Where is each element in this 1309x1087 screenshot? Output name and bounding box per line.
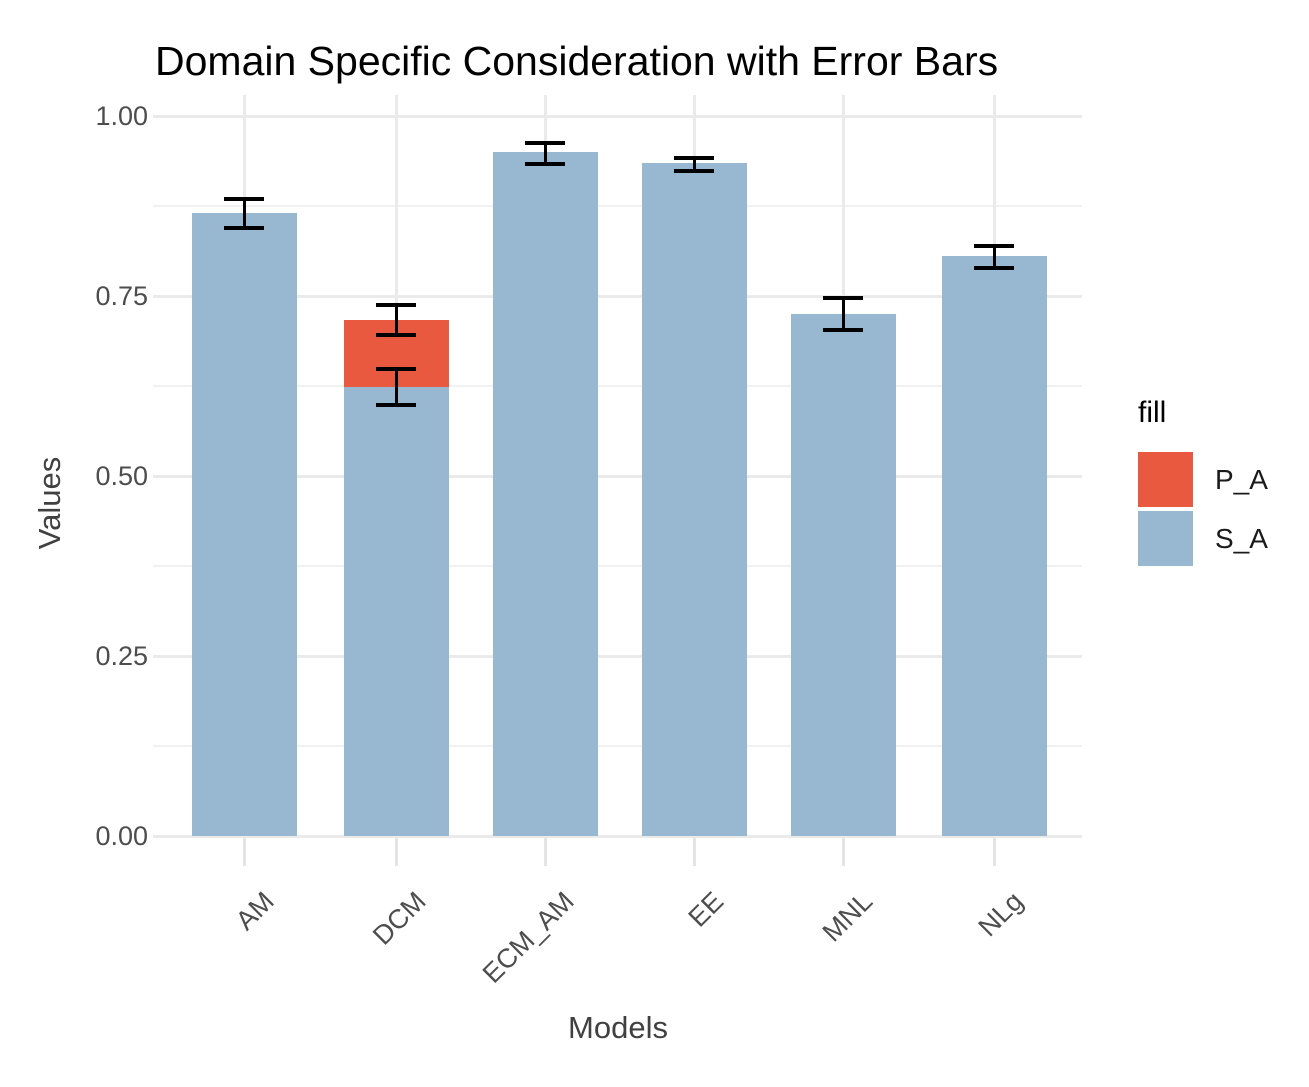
error-bar-ECM_AM <box>543 143 547 164</box>
legend-title: fill <box>1138 396 1167 429</box>
bar-ECM_AM-S_A <box>492 152 598 836</box>
chart-title: Domain Specific Consideration with Error… <box>155 38 999 84</box>
error-bar-cap-ECM_AM <box>525 161 565 166</box>
legend-key-P_A <box>1138 452 1193 507</box>
error-bar-MNL <box>841 298 845 330</box>
y-tick-label: 0.50 <box>95 461 148 491</box>
major-gridline <box>153 654 1082 658</box>
major-gridline <box>153 834 1082 838</box>
error-bar-NLg <box>992 246 996 268</box>
y-tick-label: 1.00 <box>95 101 148 131</box>
error-bar-cap-NLg <box>974 244 1014 249</box>
x-tick-label-AM: AM <box>229 886 280 936</box>
minor-gridline <box>153 745 1082 747</box>
x-tick <box>543 838 547 866</box>
error-bar-cap-DCM <box>376 403 416 408</box>
x-tick <box>394 838 398 866</box>
error-bar-cap-AM <box>224 196 264 201</box>
x-tick <box>992 838 996 866</box>
legend-entries: P_A S_A <box>1138 452 1268 566</box>
bar-DCM-S_A <box>343 386 449 836</box>
error-bar-cap-AM <box>224 225 264 230</box>
major-gridline <box>153 114 1082 118</box>
y-tick-label: 0.00 <box>95 821 148 851</box>
minor-gridline <box>153 565 1082 567</box>
y-tick-label: 0.75 <box>95 281 148 311</box>
x-tick-label-NLg: NLg <box>972 886 1030 943</box>
legend-label: P_A <box>1215 463 1268 495</box>
error-bar-AM <box>242 198 246 228</box>
major-gridline <box>153 294 1082 298</box>
error-bar-cap-MNL <box>823 327 863 332</box>
y-tick-label: 0.25 <box>95 641 148 671</box>
error-bar-cap-MNL <box>823 296 863 301</box>
error-bar-cap-ECM_AM <box>525 141 565 146</box>
error-bar-cap-EE <box>674 169 714 174</box>
error-bar-cap-NLg <box>974 265 1014 270</box>
bar-MNL-S_A <box>790 314 896 836</box>
error-bar-cap-DCM <box>376 367 416 372</box>
bar-NLg-S_A <box>941 255 1047 836</box>
legend-entry-P_A: P_A <box>1138 452 1268 507</box>
x-tick-label-DCM: DCM <box>366 886 432 951</box>
error-bar-DCM <box>394 305 398 335</box>
error-bar-cap-DCM <box>376 332 416 337</box>
legend-label: S_A <box>1215 522 1268 554</box>
x-tick-label-MNL: MNL <box>816 886 879 948</box>
bar-EE-S_A <box>641 162 747 836</box>
error-bar-EE <box>692 157 696 172</box>
legend-key-S_A <box>1138 511 1193 566</box>
error-bar-cap-EE <box>674 155 714 160</box>
x-axis-title: Models <box>568 1010 668 1045</box>
error-bar-cap-DCM <box>376 303 416 308</box>
major-gridline <box>153 474 1082 478</box>
x-tick <box>692 838 696 866</box>
x-tick <box>841 838 845 866</box>
minor-gridline <box>153 385 1082 387</box>
x-tick <box>242 838 246 866</box>
x-tick-label-EE: EE <box>682 886 730 933</box>
legend-entry-S_A: S_A <box>1138 511 1268 566</box>
minor-gridline <box>153 205 1082 207</box>
y-axis-title: Values <box>32 456 67 550</box>
legend: fill P_A S_A <box>1138 396 1268 570</box>
bar-AM-S_A <box>191 213 297 836</box>
x-tick-label-ECM_AM: ECM_AM <box>477 886 581 989</box>
error-bar-DCM <box>394 369 398 406</box>
